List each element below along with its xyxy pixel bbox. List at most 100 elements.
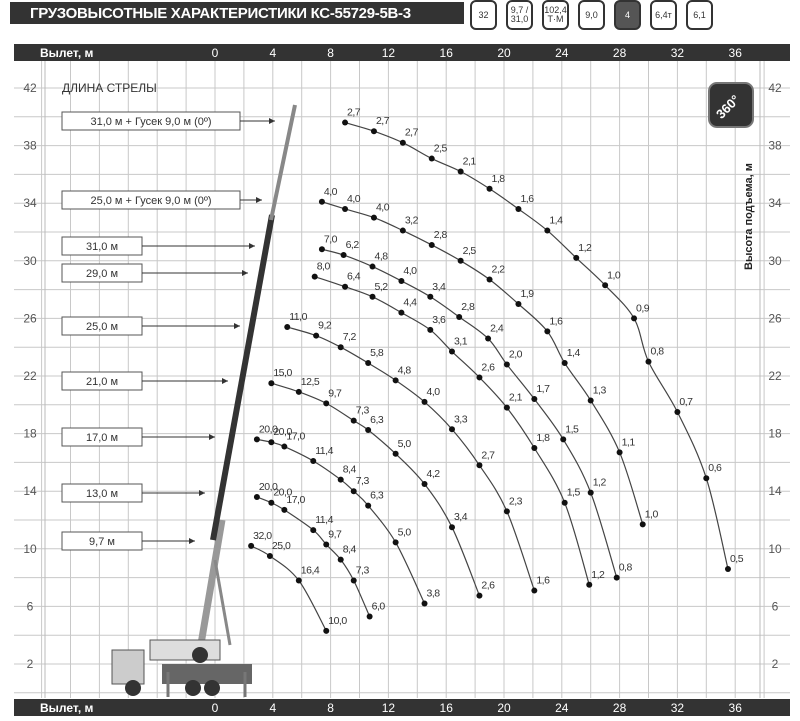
load-value-label: 5,0 bbox=[398, 438, 412, 450]
x-tick-label: 28 bbox=[613, 46, 627, 60]
x-tick-label: 20 bbox=[497, 701, 511, 715]
load-curve bbox=[256, 438, 426, 604]
chart-title: ГРУЗОВЫСОТНЫЕ ХАРАКТЕРИСТИКИ КС-55729-5В… bbox=[30, 5, 411, 22]
load-point bbox=[503, 404, 510, 411]
load-point bbox=[724, 565, 731, 572]
load-value-label: 1,6 bbox=[520, 193, 534, 205]
load-point bbox=[631, 315, 638, 322]
y-tick-label-left: 2 bbox=[27, 657, 34, 671]
y-tick-label-right: 10 bbox=[768, 542, 782, 556]
load-point bbox=[318, 198, 325, 205]
y-tick-label-right: 14 bbox=[768, 484, 782, 498]
x-tick-label: 8 bbox=[327, 701, 334, 715]
load-point bbox=[587, 489, 594, 496]
load-point bbox=[295, 388, 302, 395]
load-value-label: 1,5 bbox=[567, 487, 581, 499]
y-tick-label-right: 30 bbox=[768, 254, 782, 268]
load-value-label: 0,6 bbox=[708, 462, 722, 474]
outrigger-base-icon: 6,1 bbox=[686, 0, 713, 30]
truck-wheel bbox=[204, 680, 220, 696]
load-value-label: 2,1 bbox=[463, 156, 477, 168]
load-point bbox=[531, 587, 538, 594]
rotation-360-icon bbox=[708, 82, 754, 128]
truck-cab bbox=[111, 649, 145, 685]
load-value-label: 6,3 bbox=[370, 490, 384, 502]
load-point bbox=[456, 313, 463, 320]
y-tick-label-right: 6 bbox=[772, 599, 779, 613]
spec-icons: 32 9,7 / 31,0 102,4 Т·М 9,0 4 6,4т 6,1 bbox=[470, 0, 713, 34]
load-point bbox=[350, 488, 357, 495]
load-point bbox=[365, 427, 372, 433]
crane-jib bbox=[269, 104, 297, 221]
load-value-label: 20,0 bbox=[259, 423, 278, 435]
load-value-label: 20,0 bbox=[273, 426, 292, 438]
boom-length-label: 9,7 м bbox=[89, 536, 115, 548]
y-tick-label-left: 14 bbox=[23, 484, 37, 498]
load-value-label: 2,5 bbox=[463, 245, 477, 257]
x-tick-label: 36 bbox=[729, 46, 743, 60]
load-point bbox=[573, 254, 580, 261]
load-point bbox=[503, 508, 510, 515]
load-point bbox=[392, 539, 399, 546]
y-tick-label-left: 6 bbox=[27, 599, 34, 613]
load-value-label: 4,8 bbox=[398, 364, 412, 376]
load-point bbox=[340, 252, 347, 259]
load-point bbox=[560, 436, 567, 443]
load-point bbox=[350, 577, 357, 584]
y-tick-label-left: 18 bbox=[23, 427, 37, 441]
x-tick-label: 12 bbox=[382, 46, 396, 60]
load-point bbox=[281, 506, 288, 513]
load-point bbox=[427, 326, 434, 333]
load-point bbox=[370, 128, 377, 135]
load-point bbox=[266, 553, 273, 559]
load-curve bbox=[344, 121, 729, 570]
load-point bbox=[476, 374, 483, 381]
load-point bbox=[427, 293, 434, 300]
y-tick-label-right: 42 bbox=[768, 81, 782, 95]
load-point bbox=[486, 276, 493, 283]
load-value-label: 6,0 bbox=[372, 600, 386, 612]
load-value-label: 1,5 bbox=[565, 423, 579, 435]
load-point bbox=[253, 493, 260, 500]
load-value-label: 7,3 bbox=[356, 405, 370, 417]
load-point bbox=[365, 502, 372, 509]
load-value-label: 4,0 bbox=[427, 386, 441, 398]
load-value-label: 2,7 bbox=[376, 115, 390, 127]
load-value-label: 3,4 bbox=[432, 281, 446, 293]
load-point bbox=[421, 481, 428, 487]
load-value-label: 8,4 bbox=[343, 544, 357, 556]
arrow-head-icon bbox=[199, 490, 205, 496]
load-point bbox=[544, 328, 551, 335]
load-value-label: 1,0 bbox=[607, 269, 621, 281]
x-axis-bar-bottom bbox=[14, 699, 790, 716]
load-point bbox=[284, 324, 291, 331]
load-value-label: 6,2 bbox=[346, 239, 360, 251]
legend-title: ДЛИНА СТРЕЛЫ bbox=[62, 81, 157, 95]
y-tick-label-left: 26 bbox=[23, 311, 37, 325]
arrow-head-icon bbox=[234, 323, 240, 329]
chart-title-bar: ГРУЗОВЫСОТНЫЕ ХАРАКТЕРИСТИКИ КС-55729-5В… bbox=[10, 2, 464, 24]
load-value-label: 11,4 bbox=[315, 514, 333, 526]
load-value-label: 4,8 bbox=[375, 251, 389, 263]
load-point bbox=[253, 436, 260, 443]
load-value-label: 8,4 bbox=[343, 464, 357, 476]
load-point bbox=[531, 396, 538, 403]
load-value-label: 2,0 bbox=[509, 348, 523, 360]
x-tick-label: 0 bbox=[212, 701, 219, 715]
truck-wheel bbox=[185, 680, 201, 696]
load-point bbox=[476, 462, 483, 469]
load-value-label: 3,3 bbox=[454, 413, 468, 425]
load-value-label: 7,2 bbox=[343, 331, 357, 343]
arrow-head-icon bbox=[269, 118, 275, 124]
load-value-label: 17,0 bbox=[286, 431, 305, 443]
x-tick-label: 0 bbox=[212, 46, 219, 60]
boom-length-label: 25,0 м + Гусек 9,0 м (0º) bbox=[90, 195, 211, 207]
load-value-label: 7,3 bbox=[356, 475, 370, 487]
load-value-label: 1,8 bbox=[536, 432, 550, 444]
load-point bbox=[310, 457, 317, 464]
load-point bbox=[342, 283, 349, 290]
x-tick-label: 8 bbox=[327, 46, 334, 60]
load-value-label: 1,6 bbox=[549, 315, 563, 327]
load-value-label: 17,0 bbox=[286, 494, 305, 506]
